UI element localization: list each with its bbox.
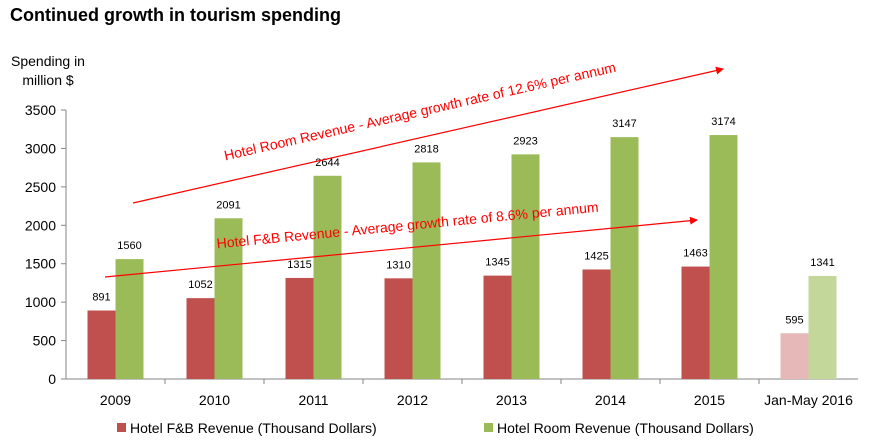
category-labels: 2009 2010 2011 2012 2013 2014 2015 Jan-May 2016 [100, 392, 853, 408]
y-axis-title-line: million $ [22, 72, 74, 88]
x-category-label: 2014 [595, 392, 626, 408]
y-axis-title-line: Spending in [11, 53, 85, 69]
bar-fnb-2015 [681, 266, 710, 379]
bar-room-jan-may-2016 [808, 275, 837, 379]
x-category-label: 2010 [199, 392, 230, 408]
data-label: 1341 [810, 257, 834, 269]
x-category-label: 2011 [298, 392, 328, 408]
x-category-label: 2013 [496, 392, 527, 408]
legend-swatch [117, 423, 126, 432]
y-tick-label: 500 [33, 333, 57, 349]
legend-swatch [484, 423, 493, 432]
legend-label: Hotel Room Revenue (Thousand Dollars) [497, 420, 754, 436]
data-label: 1345 [485, 257, 509, 269]
y-tick-label: 2000 [25, 217, 56, 233]
data-label: 2818 [414, 143, 438, 155]
data-label: 1052 [188, 279, 212, 291]
axes [65, 110, 858, 384]
x-category-label: 2009 [100, 392, 131, 408]
bar-room-2012 [412, 162, 441, 379]
bar-room-2010 [214, 218, 243, 379]
chart-title: Continued growth in tourism spending [10, 5, 341, 25]
growth-arrow [104, 216, 698, 278]
data-label: 1560 [117, 240, 141, 252]
bar-fnb-2010 [186, 298, 215, 379]
growth-annotation-text: Hotel F&B Revenue - Average growth rate … [216, 199, 599, 252]
data-label: 1463 [683, 248, 707, 260]
data-label: 3174 [711, 116, 735, 128]
bar-room-2009 [115, 259, 144, 379]
x-category-label: 2012 [397, 392, 428, 408]
data-label: 891 [92, 292, 110, 304]
data-label: 595 [785, 314, 803, 326]
data-label: 1425 [584, 250, 608, 262]
legend-label: Hotel F&B Revenue (Thousand Dollars) [130, 420, 377, 436]
x-category-label: Jan-May 2016 [764, 392, 853, 408]
bar-room-2011 [313, 175, 342, 379]
y-tick-label: 0 [48, 371, 56, 387]
y-ticks: 0 500 1000 1500 2000 2500 3000 3500 [25, 102, 66, 387]
data-label: 2091 [216, 199, 240, 211]
bar-fnb-2013 [483, 275, 512, 379]
bar-fnb-jan-may-2016 [780, 333, 809, 379]
bars [87, 135, 837, 379]
bar-room-2015 [709, 135, 738, 379]
bar-fnb-2012 [384, 278, 413, 379]
y-tick-label: 1500 [25, 256, 56, 272]
y-tick-label: 1000 [25, 294, 56, 310]
y-tick-label: 3500 [25, 102, 56, 118]
data-label: 3147 [612, 118, 636, 130]
data-label: 1315 [287, 259, 311, 271]
bar-room-2013 [511, 154, 540, 379]
bar-fnb-2014 [582, 269, 611, 379]
legend: Hotel F&B Revenue (Thousand Dollars) Hote… [117, 420, 754, 436]
y-tick-label: 2500 [25, 179, 56, 195]
bar-room-2014 [610, 137, 639, 379]
growth-arrow [132, 66, 724, 204]
data-label: 2923 [513, 135, 537, 147]
y-tick-label: 3000 [25, 140, 56, 156]
bar-fnb-2009 [87, 310, 116, 379]
data-label: 1310 [386, 259, 410, 271]
y-axis-title: Spending in million $ [11, 53, 85, 88]
bar-fnb-2011 [285, 277, 314, 379]
x-category-label: 2015 [694, 392, 725, 408]
